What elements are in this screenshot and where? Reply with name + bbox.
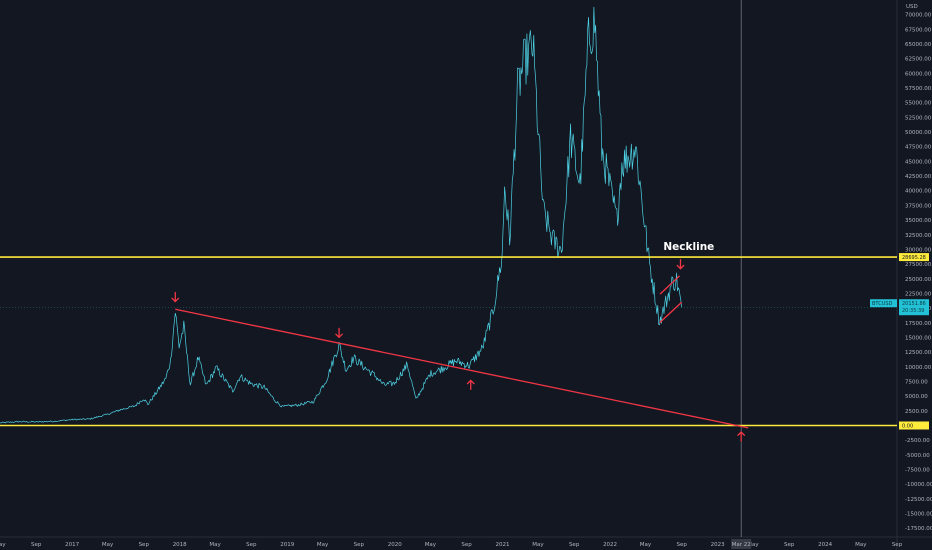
x-tick-label: Sep <box>246 542 257 548</box>
x-tick-label: May <box>209 542 221 548</box>
y-tick-label: 52500.00 <box>905 115 932 121</box>
y-tick-label: 27500.00 <box>905 262 932 268</box>
x-tick-label: May <box>855 542 867 548</box>
x-tick-label: Sep <box>892 542 903 548</box>
y-tick-label: 55000.00 <box>905 101 932 107</box>
arrow-down-icon <box>335 327 343 339</box>
y-tick-label: -7500.00 <box>905 468 930 474</box>
currency-label: USD <box>906 4 918 10</box>
symbol-tag <box>870 299 897 308</box>
y-tick-label: -17500.00 <box>905 526 932 532</box>
y-tick-label: 32500.00 <box>905 233 932 239</box>
y-tick-label: 22500.00 <box>905 291 932 297</box>
level-price-tag <box>899 421 929 430</box>
x-tick-label: 2022 <box>603 542 617 548</box>
level-price-label: 0.00 <box>902 423 913 429</box>
crosshair-date-box <box>731 539 752 549</box>
y-tick-label: 42500.00 <box>905 174 932 180</box>
y-tick-label: 12500.00 <box>905 350 932 356</box>
x-tick-label: Sep <box>676 542 687 548</box>
last-price-tag <box>899 299 929 316</box>
crosshair-date-label: Mar 22 <box>732 542 751 548</box>
x-tick-label: May <box>532 542 544 548</box>
x-tick-label: Sep <box>569 542 580 548</box>
y-tick-label: 10000.00 <box>905 365 932 371</box>
x-tick-label: May <box>425 542 437 548</box>
y-tick-label: 37500.00 <box>905 203 932 209</box>
y-tick-label: 40000.00 <box>905 189 932 195</box>
symbol-label: BTCUSD <box>872 301 893 307</box>
x-tick-label: May <box>317 542 329 548</box>
y-tick-label: 17500.00 <box>905 321 932 327</box>
x-tick-label: 2021 <box>496 542 510 548</box>
y-tick-label: 15000.00 <box>905 335 932 341</box>
y-tick-label: 50000.00 <box>905 130 932 136</box>
y-tick-label: 65000.00 <box>905 42 932 48</box>
x-tick-label: May <box>640 542 652 548</box>
trendline <box>175 308 749 429</box>
x-tick-label: 2018 <box>173 542 187 548</box>
y-tick-label: 35000.00 <box>905 218 932 224</box>
x-tick-label: Sep <box>784 542 795 548</box>
level-price-label: 28695.28 <box>902 255 926 261</box>
y-tick-label: -12500.00 <box>905 497 932 503</box>
level-price-tag <box>899 253 929 262</box>
y-tick-label: -10000.00 <box>905 482 932 488</box>
x-tick-label: Sep <box>139 542 150 548</box>
y-tick-label: 67500.00 <box>905 27 932 33</box>
arrow-down-icon <box>171 291 180 303</box>
x-tick-label: Sep <box>31 542 42 548</box>
y-tick-label: -5000.00 <box>905 453 930 459</box>
x-tick-label: 2023 <box>711 542 725 548</box>
y-tick-label: -15000.00 <box>905 512 932 518</box>
y-tick-label: 30000.00 <box>905 247 932 253</box>
x-tick-label: May <box>0 542 6 548</box>
trendline <box>659 301 683 324</box>
arrow-down-icon <box>676 259 685 270</box>
y-tick-label: -2500.00 <box>905 438 930 444</box>
arrow-up-icon <box>466 379 475 391</box>
y-tick-label: 2500.00 <box>905 409 928 415</box>
y-tick-label: 60000.00 <box>905 71 932 77</box>
y-tick-label: 70000.00 <box>905 13 932 19</box>
x-tick-label: Sep <box>461 542 472 548</box>
y-tick-label: 45000.00 <box>905 159 932 165</box>
x-tick-label: 2020 <box>388 542 402 548</box>
y-tick-label: 47500.00 <box>905 145 932 151</box>
x-tick-label: 2017 <box>65 542 79 548</box>
y-tick-label: 7500.00 <box>905 379 928 385</box>
arrow-up-icon <box>737 431 746 442</box>
trendline <box>659 275 681 295</box>
x-tick-label: May <box>102 542 114 548</box>
x-tick-label: 2019 <box>280 542 294 548</box>
x-tick-label: Sep <box>354 542 365 548</box>
y-tick-label: 57500.00 <box>905 86 932 92</box>
last-price-countdown: 20:35:39 <box>902 308 924 314</box>
y-tick-label: 25000.00 <box>905 277 932 283</box>
neckline-annotation: Neckline <box>663 241 714 253</box>
y-tick-label: 62500.00 <box>905 57 932 63</box>
y-tick-label: 5000.00 <box>905 394 928 400</box>
last-price-value: 20151.86 <box>902 301 926 307</box>
x-tick-label: 2024 <box>818 542 832 548</box>
price-series-line <box>0 6 683 424</box>
x-tick-label: May <box>747 542 759 548</box>
